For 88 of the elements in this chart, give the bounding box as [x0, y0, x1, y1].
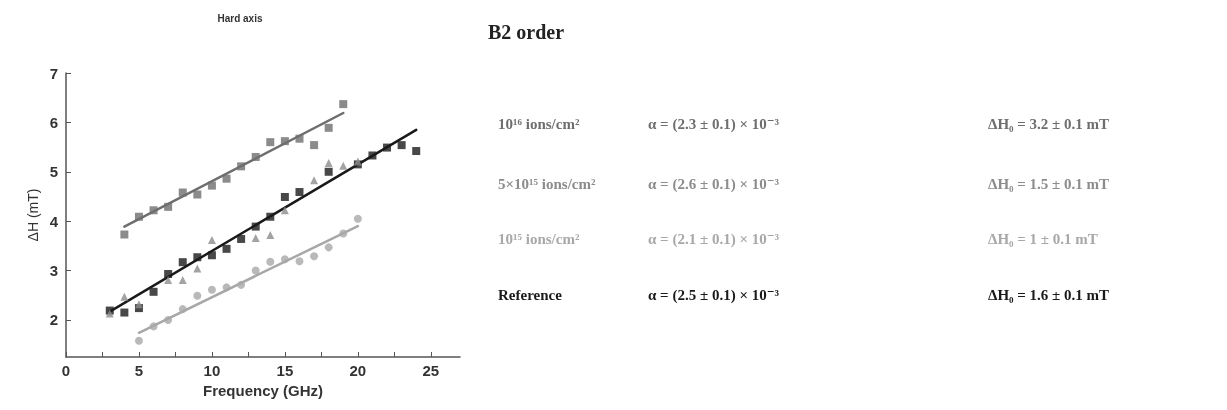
point	[339, 100, 348, 109]
point	[164, 202, 173, 211]
point	[207, 235, 216, 244]
text: 10¹⁵ ions/cm²	[498, 230, 580, 247]
y-tick-label: 5	[49, 163, 58, 181]
text: ΔH₀ = 3.2 ± 0.1 mT	[988, 115, 1110, 132]
point	[324, 158, 333, 167]
text: α = (2.6 ± 0.1) × 10⁻³	[648, 175, 780, 193]
point	[266, 138, 275, 147]
point	[222, 283, 231, 292]
point	[324, 123, 333, 132]
point	[120, 292, 129, 301]
point	[120, 230, 129, 239]
point	[207, 285, 216, 294]
point	[397, 141, 406, 150]
y-tick-label: 4	[49, 212, 59, 230]
point	[324, 243, 333, 252]
point	[339, 161, 348, 170]
point	[207, 251, 216, 260]
x-tick-label: 25	[422, 362, 440, 379]
point	[164, 315, 173, 324]
x-tick-label: 0	[61, 362, 71, 379]
text: α = (2.1 ± 0.1) × 10⁻³	[648, 230, 780, 248]
point	[149, 287, 158, 296]
y-axis-title: ΔH (mT)	[25, 188, 41, 242]
point	[193, 291, 202, 300]
x-axis-title: Frequency (GHz)	[202, 381, 324, 399]
point	[178, 188, 187, 197]
text: α = (2.5 ± 0.1) × 10⁻³	[648, 286, 780, 304]
chart-title: Hard axis	[217, 12, 263, 24]
y-tick-label: 2	[49, 311, 58, 329]
x-tick-label: 20	[349, 362, 367, 379]
point	[237, 280, 246, 289]
text: Reference	[498, 286, 563, 303]
point	[149, 322, 158, 331]
text: α = (2.3 ± 0.1) × 10⁻³	[648, 115, 780, 133]
text: ΔH₀ = 1.5 ± 0.1 mT	[988, 175, 1110, 192]
point	[324, 167, 333, 176]
point	[207, 181, 216, 190]
point	[134, 212, 143, 221]
point	[295, 257, 304, 266]
y-tick-label: 3	[49, 262, 58, 280]
point	[193, 253, 202, 262]
point	[134, 336, 143, 345]
point	[193, 190, 202, 199]
point	[383, 143, 392, 152]
x-tick-label: 15	[276, 362, 294, 379]
point	[310, 141, 319, 150]
point	[310, 252, 319, 261]
point	[222, 244, 231, 253]
point	[266, 257, 275, 266]
point	[251, 266, 260, 275]
point	[412, 147, 421, 156]
point	[164, 270, 173, 279]
point	[266, 231, 275, 239]
point	[280, 192, 289, 201]
x-tick-label: 5	[134, 362, 144, 379]
text: 10¹⁶ ions/cm²	[498, 115, 580, 132]
point	[178, 275, 187, 284]
point	[134, 300, 143, 309]
point	[251, 222, 260, 231]
point	[149, 206, 158, 215]
point	[310, 176, 319, 185]
point	[237, 234, 246, 243]
text: B2 order	[488, 21, 565, 43]
point	[178, 258, 187, 267]
point	[368, 151, 377, 160]
point	[295, 134, 304, 143]
point	[339, 229, 348, 238]
point	[120, 308, 129, 317]
y-tick-label: 7	[49, 64, 58, 82]
point	[178, 305, 187, 314]
point	[251, 152, 260, 161]
point	[280, 255, 289, 264]
point	[222, 174, 231, 183]
point	[295, 188, 304, 197]
y-tick-label: 6	[49, 113, 58, 131]
point	[353, 214, 362, 223]
point	[164, 275, 173, 284]
point	[251, 233, 260, 242]
point	[193, 264, 202, 273]
text: ΔH₀ = 1.6 ± 0.1 mT	[988, 286, 1110, 303]
point	[280, 137, 289, 146]
point	[237, 162, 246, 171]
point	[266, 212, 275, 221]
text: 5×10¹⁵ ions/cm²	[498, 175, 596, 192]
text: ΔH₀ = 1 ± 0.1 mT	[988, 230, 1098, 247]
x-tick-label: 10	[203, 362, 221, 379]
